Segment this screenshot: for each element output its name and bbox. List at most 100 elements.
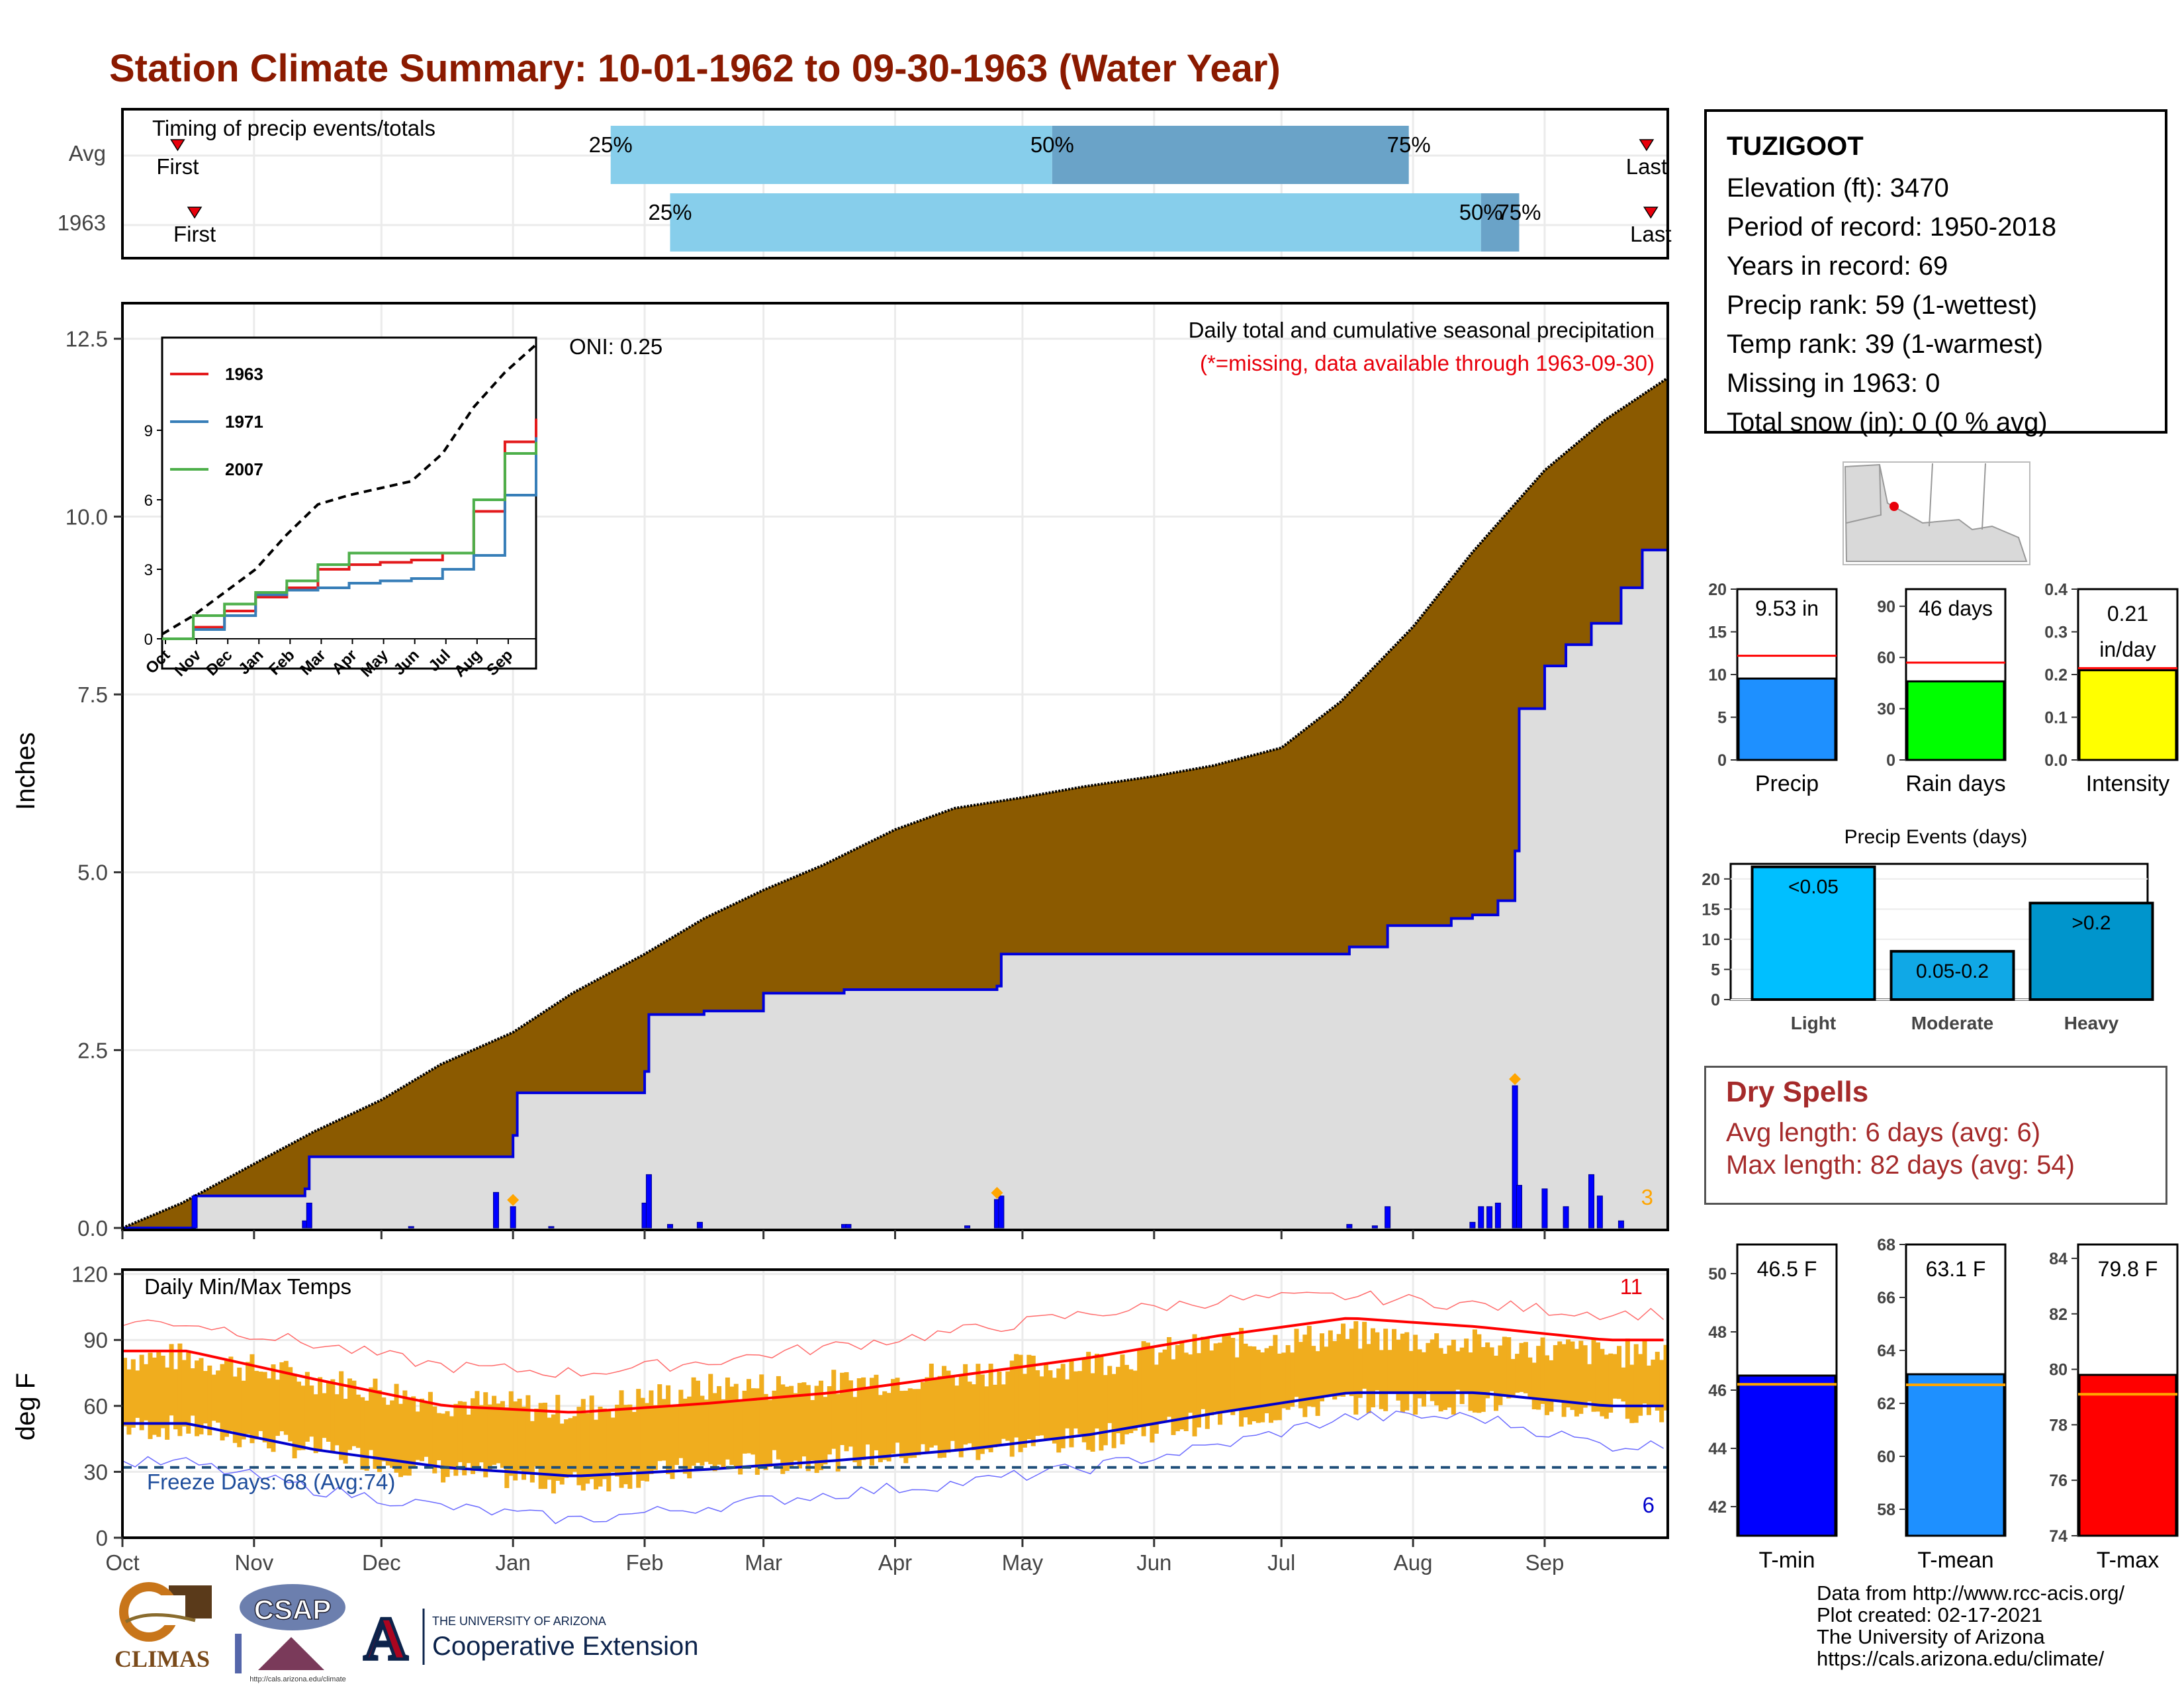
daily-temp-bar bbox=[262, 1372, 267, 1442]
daily-temp-bar bbox=[1319, 1333, 1324, 1401]
daily-temp-bar bbox=[920, 1382, 926, 1444]
daily-temp-bar bbox=[937, 1376, 942, 1458]
daily-temp-bar bbox=[950, 1375, 955, 1441]
flag-marker bbox=[991, 1187, 1003, 1199]
daily-temp-bar bbox=[220, 1364, 225, 1441]
daily-temp-bar bbox=[754, 1388, 760, 1475]
daily-temp-bar bbox=[1375, 1332, 1380, 1391]
temp-y-tick-label: 30 bbox=[83, 1460, 108, 1484]
daily-temp-bar bbox=[827, 1386, 832, 1455]
daily-temp-bar bbox=[1480, 1346, 1486, 1412]
temp-summary-bar bbox=[1906, 1373, 2005, 1537]
daily-temp-bar bbox=[1540, 1337, 1545, 1404]
avg-min-line bbox=[122, 1391, 1664, 1477]
daily-temp-bar bbox=[1366, 1344, 1371, 1413]
daily-temp-bar bbox=[746, 1379, 751, 1454]
temp-summary-y-tick-label: 66 bbox=[1877, 1289, 1895, 1307]
daily-temp-bar bbox=[1464, 1338, 1469, 1392]
daily-temp-bar bbox=[606, 1410, 612, 1492]
daily-temp-bar bbox=[759, 1374, 764, 1468]
daily-precip-bar bbox=[998, 1196, 1005, 1229]
daily-temp-bar bbox=[1018, 1354, 1023, 1452]
daily-temp-bar bbox=[529, 1421, 535, 1483]
daily-temp-bar bbox=[406, 1397, 412, 1476]
daily-temp-bar bbox=[993, 1384, 998, 1448]
daily-temp-bar bbox=[784, 1386, 790, 1472]
daily-temp-bar bbox=[1001, 1384, 1006, 1439]
daily-temp-bar bbox=[971, 1384, 976, 1450]
events-y-tick-label: 15 bbox=[1702, 900, 1720, 919]
daily-precip-bar bbox=[1516, 1185, 1522, 1229]
daily-temp-bar bbox=[513, 1401, 518, 1481]
daily-temp-bar bbox=[1426, 1342, 1431, 1391]
temp-summary-value: 79.8 F bbox=[2098, 1257, 2158, 1281]
daily-temp-bar bbox=[369, 1387, 374, 1450]
daily-precip-bar bbox=[306, 1202, 312, 1229]
daily-temp-bar bbox=[1302, 1335, 1308, 1417]
daily-precip-bar bbox=[845, 1224, 852, 1229]
daily-temp-bar bbox=[1455, 1351, 1461, 1390]
daily-temp-bar bbox=[1561, 1344, 1567, 1417]
daily-temp-bar bbox=[1035, 1370, 1040, 1436]
daily-temp-bar bbox=[1128, 1369, 1134, 1433]
daily-temp-bar bbox=[1633, 1344, 1639, 1423]
daily-temp-bar bbox=[445, 1411, 450, 1477]
daily-temp-bar bbox=[492, 1395, 497, 1465]
daily-temp-bar bbox=[1659, 1360, 1664, 1423]
daily-temp-bar bbox=[326, 1382, 331, 1442]
daily-temp-bar bbox=[700, 1395, 705, 1466]
daily-temp-bar bbox=[232, 1376, 238, 1443]
daily-temp-bar bbox=[1629, 1364, 1635, 1423]
daily-temp-bar bbox=[976, 1364, 981, 1460]
daily-temp-bar bbox=[610, 1417, 615, 1472]
daily-temp-bar bbox=[1625, 1338, 1630, 1419]
daily-temp-bar bbox=[1201, 1336, 1206, 1409]
daily-temp-bar bbox=[1039, 1376, 1044, 1436]
daily-temp-bar bbox=[504, 1407, 510, 1488]
daily-temp-bar bbox=[1651, 1359, 1656, 1407]
events-category-label: Moderate bbox=[1911, 1013, 1993, 1033]
daily-temp-bar bbox=[449, 1416, 454, 1470]
summary-y-tick-label: 30 bbox=[1877, 700, 1895, 719]
daily-precip-bar bbox=[964, 1225, 971, 1229]
precip-y-tick-label: 10.0 bbox=[66, 504, 108, 529]
daily-temp-bar bbox=[250, 1354, 255, 1444]
daily-temp-bar bbox=[670, 1407, 675, 1479]
temp-summary-bars: 46.5 F T-min 42 44 46 48 50 63.1 F T-mean 58 60 62 6… bbox=[1708, 1236, 2179, 1573]
daily-temp-bar bbox=[551, 1414, 556, 1494]
daily-temp-bar bbox=[1294, 1329, 1299, 1397]
daily-temp-bar bbox=[1137, 1349, 1142, 1427]
daily-temp-bar bbox=[267, 1378, 272, 1449]
daily-temp-bar bbox=[347, 1378, 353, 1450]
daily-temp-bar bbox=[874, 1374, 879, 1450]
daily-temp-bar bbox=[1111, 1374, 1116, 1448]
daily-temp-bar bbox=[1600, 1348, 1605, 1417]
info-line: Missing in 1963: 0 bbox=[1727, 369, 1940, 398]
daily-temp-bar bbox=[1205, 1338, 1210, 1429]
daily-temp-bar bbox=[1081, 1358, 1087, 1442]
daily-temp-bar bbox=[891, 1379, 896, 1454]
daily-temp-bar bbox=[1349, 1329, 1354, 1396]
daily-temp-bar bbox=[1107, 1366, 1113, 1423]
climas-logo-text: CLIMAS bbox=[114, 1646, 210, 1672]
daily-temp-bar bbox=[1353, 1321, 1359, 1415]
daily-temp-bar bbox=[207, 1365, 212, 1436]
daily-temp-bar bbox=[1022, 1374, 1027, 1448]
daily-temp-bar bbox=[708, 1374, 713, 1464]
daily-temp-bar bbox=[462, 1401, 467, 1476]
temp-x-tick-label: Nov bbox=[235, 1550, 274, 1575]
daily-precip-bar bbox=[1541, 1188, 1548, 1229]
daily-temp-bar bbox=[967, 1382, 972, 1444]
daily-precip-bar bbox=[548, 1226, 555, 1229]
daily-temp-bar bbox=[1443, 1354, 1448, 1410]
daily-temp-bar bbox=[1485, 1342, 1490, 1399]
daily-temp-bar bbox=[394, 1383, 399, 1473]
daily-temp-bar bbox=[751, 1388, 756, 1455]
daily-temp-bar bbox=[768, 1399, 773, 1468]
daily-temp-bar bbox=[241, 1380, 246, 1440]
daily-temp-bar bbox=[432, 1406, 437, 1474]
daily-temp-bar bbox=[517, 1398, 522, 1471]
inset-y-tick-label: 3 bbox=[144, 561, 153, 579]
year-cumulative-area bbox=[122, 549, 1668, 1228]
